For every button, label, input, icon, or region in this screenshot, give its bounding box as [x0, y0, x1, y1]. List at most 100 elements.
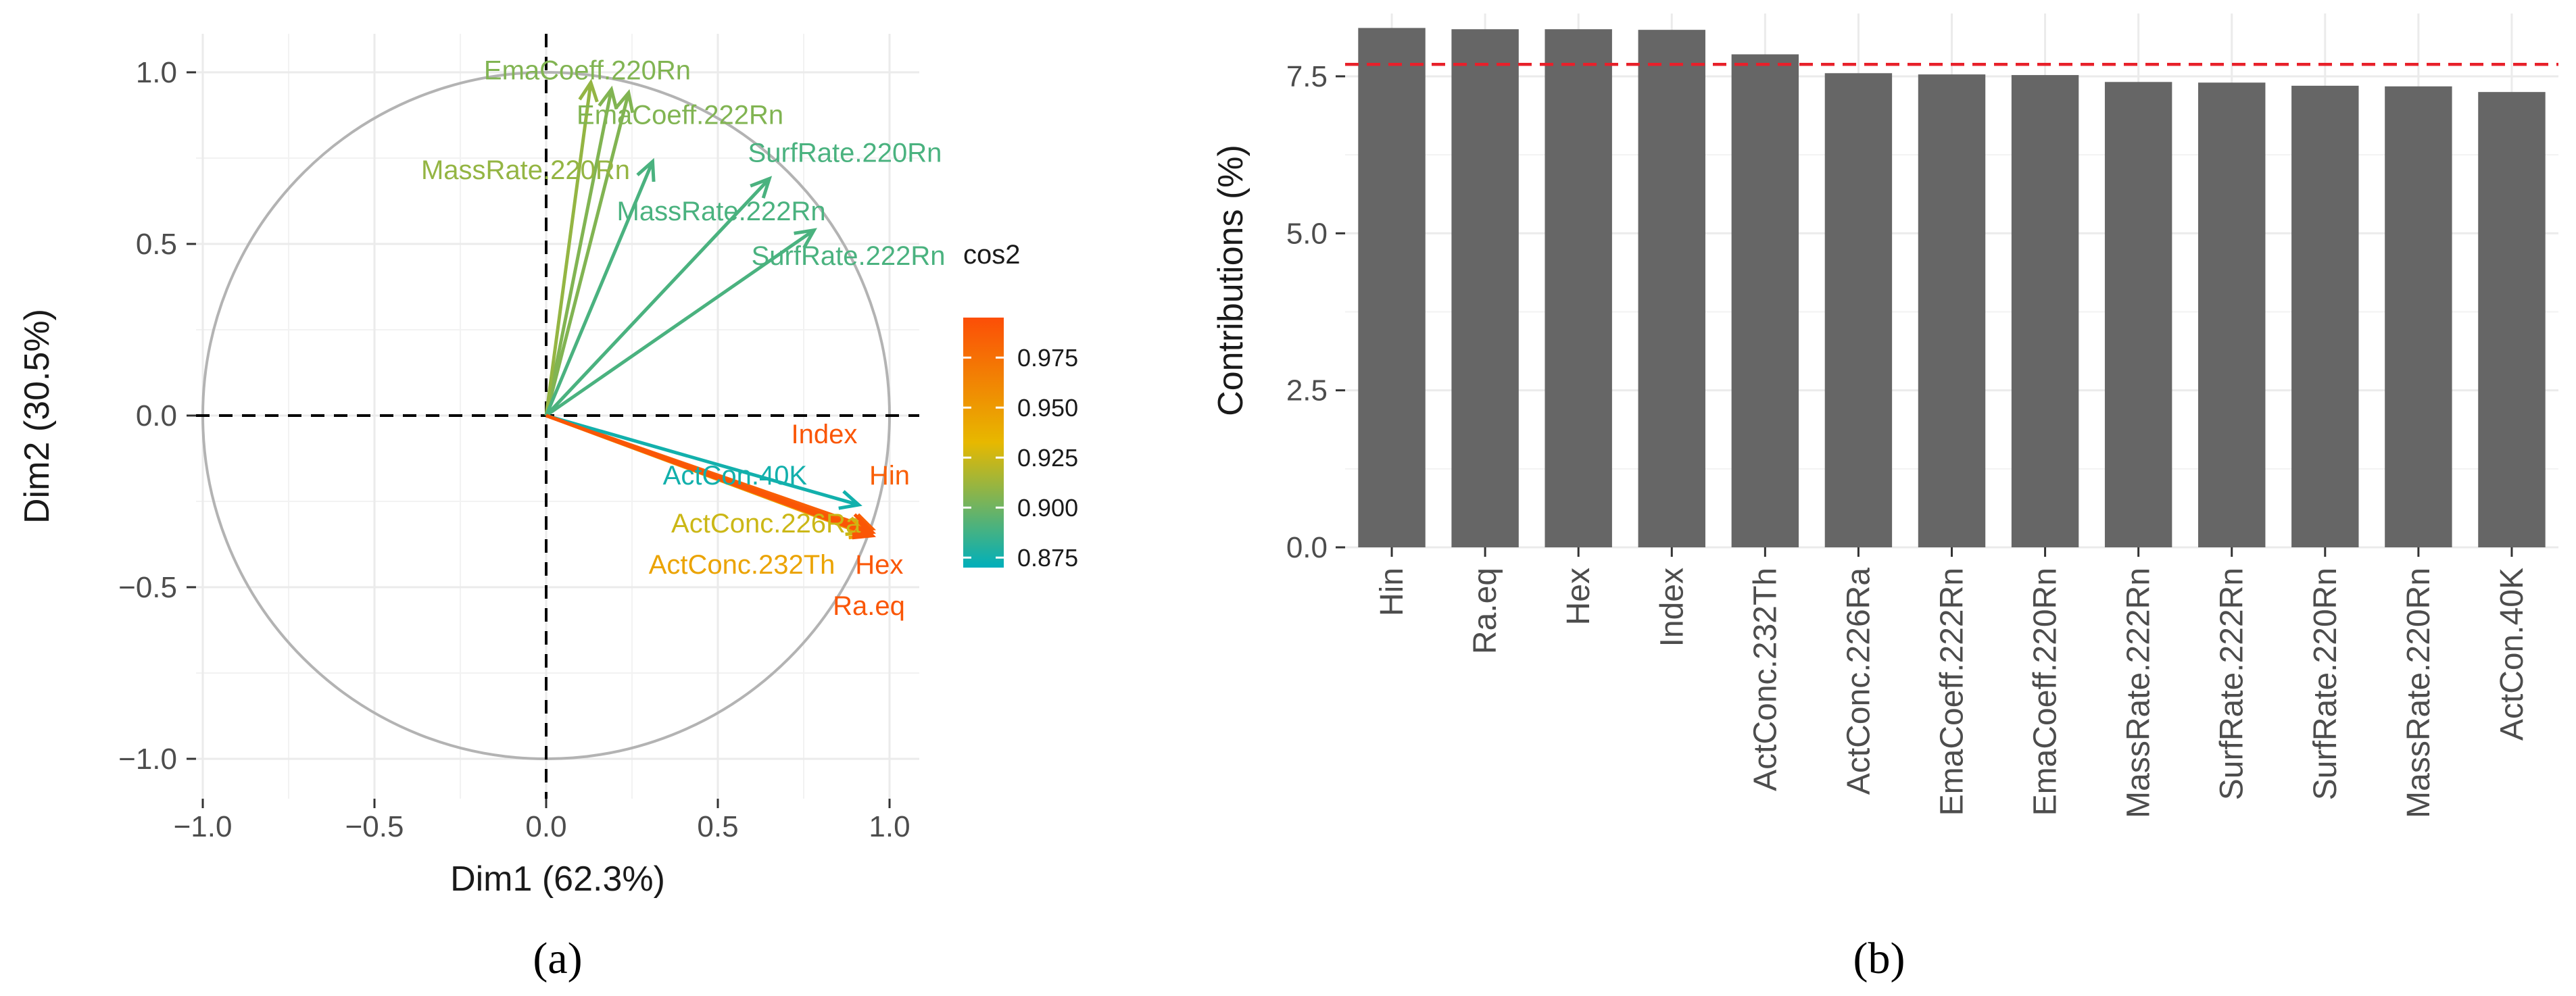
- x-tick-label: Index: [1654, 568, 1690, 647]
- pca-x-axis-title: Dim1 (62.3%): [450, 860, 665, 899]
- bar-x-ticks: Hin Ra.eq Hex Index ActConc.232Th ActConc.226…: [1374, 547, 2530, 818]
- y-tick-label: −1.0: [118, 743, 177, 776]
- bar-y-axis-title: Contributions (%): [1211, 145, 1250, 416]
- legend-break-label: 0.925: [1017, 444, 1078, 472]
- label-emacoeff-220rn: EmaCoeff.220Rn: [484, 56, 691, 86]
- x-tick-label: EmaCoeff.222Rn: [1935, 568, 1970, 816]
- label-emacoeff-222rn: EmaCoeff.222Rn: [577, 101, 783, 130]
- bar-surfrate-220rn: [2291, 85, 2359, 548]
- legend-break-label: 0.950: [1017, 394, 1078, 422]
- bar-hin: [1358, 28, 1426, 548]
- bar-y-ticks: 0.0 2.5 5.0 7.5: [1286, 60, 1345, 564]
- label-actconc-232th: ActConc.232Th: [649, 550, 835, 580]
- y-tick-label: 2.5: [1286, 374, 1328, 407]
- y-tick-label: 0.5: [136, 228, 177, 261]
- legend-colorbar: [963, 318, 1004, 568]
- cos2-legend: cos2 0.975 0.950 0.925 0.900 0.875: [963, 240, 1078, 572]
- arrow-head: [838, 490, 862, 510]
- arrow-shaft: [544, 92, 631, 416]
- bar-emacoeff-220rn: [2011, 75, 2079, 548]
- x-tick-label: ActCon.40K: [2494, 568, 2530, 741]
- y-tick-label: −0.5: [118, 571, 177, 604]
- label-actcon-40k: ActCon.40K: [663, 461, 808, 491]
- pca-x-ticks: −1.0 −0.5 0.0 0.5 1.0: [174, 799, 910, 843]
- label-ra-eq: Ra.eq: [833, 591, 905, 621]
- legend-breaks: 0.975 0.950 0.925 0.900 0.875: [963, 344, 1078, 572]
- bar-emacoeff-222rn: [1918, 74, 1986, 547]
- x-tick-label: −0.5: [345, 810, 404, 843]
- arrow-head: [614, 89, 635, 114]
- legend-break-label: 0.975: [1017, 344, 1078, 372]
- bar-massrate-222rn: [2104, 82, 2172, 547]
- arrow-head: [794, 228, 817, 249]
- arrow-emacoeff-220rn: [544, 85, 618, 416]
- legend-break-label: 0.900: [1017, 494, 1078, 522]
- arrow-massrate-222rn: [545, 176, 773, 417]
- arrow-surfrate-220rn: [544, 157, 656, 416]
- arrow-shaft: [545, 177, 771, 417]
- contrib-panel: 0.0 2.5 5.0 7.5 Hin Ra.eq Hex Index ActConc.232…: [1211, 14, 2558, 983]
- label-surfrate-220rn: SurfRate.220Rn: [748, 138, 942, 168]
- x-tick-label: Hex: [1561, 568, 1597, 625]
- arrow-shaft: [545, 228, 815, 418]
- caption-b: (b): [1853, 934, 1905, 983]
- y-tick-label: 7.5: [1286, 60, 1328, 93]
- bar-actconc-232th: [1731, 54, 1799, 548]
- x-tick-label: SurfRate.220Rn: [2308, 568, 2343, 800]
- x-tick-label: −1.0: [174, 810, 233, 843]
- pca-panel: EmaCoeff.220Rn EmaCoeff.222Rn MassRate.220…: [18, 34, 1078, 983]
- y-tick-label: 1.0: [136, 56, 177, 89]
- bar-ra-eq: [1451, 29, 1519, 548]
- arrow-shaft: [544, 161, 654, 416]
- arrow-surfrate-222rn: [545, 228, 817, 418]
- arrow-shaft: [545, 414, 873, 538]
- arrow-head: [598, 85, 618, 110]
- bar-massrate-220rn: [2385, 86, 2452, 547]
- bar-index: [1638, 30, 1705, 547]
- arrow-massrate-220rn: [544, 78, 599, 416]
- arrow-emacoeff-222rn: [544, 89, 635, 416]
- bar-actconc-226ra: [1824, 73, 1893, 547]
- x-tick-label: 1.0: [869, 810, 910, 843]
- bar-marks: [1358, 28, 2546, 548]
- label-massrate-222rn: MassRate.222Rn: [617, 197, 826, 226]
- x-tick-label: ActConc.226Ra: [1841, 568, 1876, 795]
- label-hex: Hex: [855, 550, 903, 580]
- variable-labels: EmaCoeff.220Rn EmaCoeff.222Rn MassRate.220…: [421, 56, 945, 621]
- arrow-head: [750, 176, 773, 199]
- x-tick-label: EmaCoeff.220Rn: [2028, 568, 2064, 816]
- y-tick-label: 0.0: [136, 399, 177, 432]
- x-tick-label: SurfRate.222Rn: [2214, 568, 2250, 800]
- x-tick-label: MassRate.222Rn: [2121, 568, 2157, 818]
- y-tick-label: 0.0: [1286, 531, 1328, 564]
- label-index: Index: [792, 420, 858, 449]
- label-actconc-226ra: ActConc.226Ra: [671, 509, 861, 539]
- arrow-head: [852, 520, 876, 540]
- bar-surfrate-222rn: [2198, 82, 2266, 547]
- legend-break-label: 0.875: [1017, 544, 1078, 572]
- arrow-actcon-40k: [545, 414, 862, 510]
- x-tick-label: 0.5: [697, 810, 738, 843]
- x-tick-label: 0.0: [525, 810, 566, 843]
- label-massrate-220rn: MassRate.220Rn: [421, 155, 630, 185]
- arrow-head: [636, 157, 656, 182]
- pca-y-axis-title: Dim2 (30.5%): [18, 309, 57, 524]
- y-tick-label: 5.0: [1286, 217, 1328, 250]
- arrow-shaft: [544, 82, 593, 416]
- pca-y-ticks: −1.0 −0.5 0.0 0.5 1.0: [118, 56, 196, 776]
- x-tick-label: ActConc.232Th: [1747, 568, 1783, 791]
- arrow-ra-eq: [545, 414, 876, 540]
- bar-actcon-40k: [2478, 92, 2546, 548]
- arrow-shaft: [545, 414, 859, 507]
- label-surfrate-222rn: SurfRate.222Rn: [752, 241, 946, 271]
- legend-title: cos2: [963, 240, 1021, 270]
- x-tick-label: Ra.eq: [1467, 568, 1503, 654]
- x-tick-label: MassRate.220Rn: [2401, 568, 2437, 818]
- x-tick-label: Hin: [1374, 568, 1410, 616]
- caption-a: (a): [533, 934, 582, 983]
- arrow-head: [578, 78, 599, 103]
- arrow-shaft: [544, 89, 613, 416]
- variable-arrows: [544, 78, 877, 540]
- label-hin: Hin: [869, 461, 910, 491]
